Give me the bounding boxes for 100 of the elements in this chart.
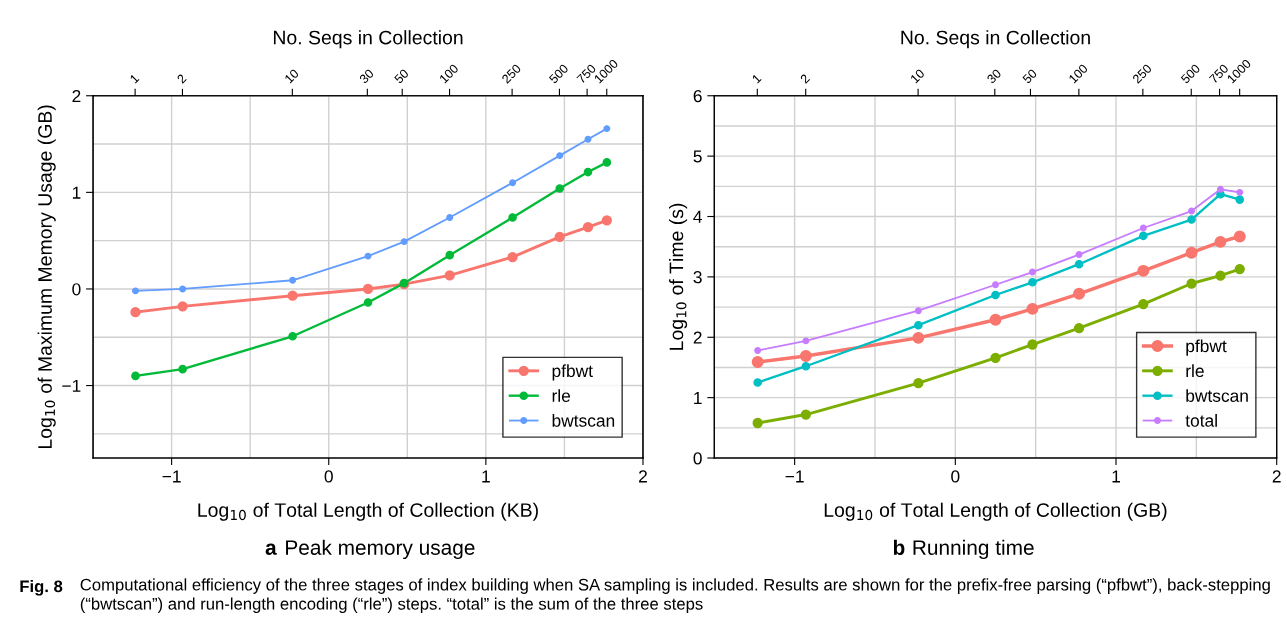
point (800, 409, 812, 420)
x2-tick-label: 30 (358, 68, 375, 84)
legend-label: bwtscan (1186, 389, 1248, 402)
point (508, 213, 517, 222)
point (400, 238, 408, 246)
point (509, 179, 517, 187)
point (1139, 224, 1147, 232)
point (132, 287, 139, 295)
x2-tick-label: 750 (1208, 63, 1229, 84)
y-axis-title: Log$_{10}$ of Time (s) (668, 203, 688, 350)
point (992, 281, 999, 289)
point (582, 221, 594, 233)
text: a (265, 543, 277, 555)
point (289, 276, 297, 284)
point (507, 251, 518, 263)
x2-tick-label: 2 (799, 73, 811, 84)
x-tick-label: 2 (639, 470, 647, 483)
x2-tick-label: 1 (751, 73, 762, 84)
point (1073, 323, 1085, 334)
point (583, 167, 593, 177)
point (754, 347, 762, 355)
point (753, 378, 762, 387)
point (179, 285, 187, 293)
point (802, 337, 810, 345)
x-tick-label: 0 (324, 470, 333, 483)
legend-label: bwtscan (552, 414, 615, 427)
y-tick-label: 4 (693, 210, 702, 223)
point (1215, 270, 1226, 281)
point (446, 214, 454, 221)
point (1235, 195, 1245, 204)
point (603, 125, 611, 133)
x2-tick-label: 10 (909, 68, 926, 84)
y-axis-title: Log$_{10}$ of Maximum Memory Usage (GB) (37, 105, 56, 449)
x2-tick-label: 50 (1022, 68, 1038, 84)
point (602, 158, 612, 167)
point (130, 307, 141, 318)
x-tick-label: −1 (785, 470, 804, 483)
point (914, 320, 923, 330)
point (1214, 235, 1227, 248)
point (1234, 263, 1245, 275)
point (554, 231, 565, 242)
point (363, 298, 373, 307)
x2-tick-label: 1 (129, 73, 140, 84)
point (287, 290, 298, 301)
point (556, 152, 564, 160)
point (1233, 230, 1246, 243)
point (990, 352, 1001, 363)
legend-label: total (1185, 414, 1217, 427)
point (912, 331, 925, 344)
x2-axis-title: No. Seqs in Collection (273, 30, 463, 49)
point (751, 356, 764, 368)
point (1188, 207, 1196, 215)
point (362, 283, 374, 295)
x-tick-label: 1 (482, 470, 490, 483)
x-axis-title: Log$_{10}$ of Total Length of Collection (KB) (198, 502, 538, 521)
text: Computational efficiency of the three stages of index building when SA sampling is included. Results are shown for the prefix-free parsing (“pfbwt”), back-stepping (“bwtscan”) and run-length encoding (“rle”) steps. “total” is the sum of the three steps (80, 578, 1270, 614)
x2-tick-label: 100 (438, 63, 459, 84)
point (1185, 246, 1198, 259)
text: Peak memory usage (286, 539, 475, 560)
x2-tick-label: 500 (1180, 63, 1201, 84)
legend-label: pfbwt (552, 364, 593, 381)
point (601, 215, 612, 226)
y-tick-label: 5 (693, 150, 702, 163)
text: Running time (913, 539, 1034, 560)
point (1137, 264, 1150, 277)
x2-axis-title: No. Seqs in Collection (901, 30, 1090, 49)
x2-tick-label: 250 (1132, 63, 1153, 84)
point (1216, 185, 1224, 193)
x2-tick-label: 30 (986, 68, 1002, 84)
x2-tick-label: 10 (284, 68, 300, 84)
y-tick-label: 2 (72, 89, 81, 103)
y-tick-label: 1 (694, 391, 702, 404)
point (131, 371, 140, 381)
point (1139, 231, 1148, 241)
point (752, 417, 763, 429)
y-tick-label: 6 (693, 89, 702, 103)
y-tick-label: 2 (693, 331, 702, 344)
point (1026, 302, 1039, 315)
point (1027, 339, 1038, 350)
point (1074, 259, 1084, 269)
point (1187, 215, 1196, 224)
point (444, 270, 455, 281)
y-tick-label: −1 (62, 379, 81, 392)
x-tick-label: −1 (162, 470, 181, 483)
point (1186, 278, 1197, 289)
point (288, 331, 297, 341)
point (555, 184, 565, 193)
legend-label: pfbwt (1186, 339, 1227, 356)
x2-tick-label: 100 (1068, 63, 1089, 84)
point (445, 250, 455, 260)
x-tick-label: 2 (1272, 470, 1281, 483)
point (1028, 278, 1037, 287)
x2-tick-label: 250 (501, 63, 522, 84)
x2-tick-label: 500 (548, 63, 569, 84)
point (991, 290, 1000, 300)
text: b (893, 539, 905, 555)
point (1138, 298, 1149, 310)
legend-label: rle (1186, 364, 1204, 378)
y-tick-label: 0 (72, 283, 81, 296)
x-tick-label: 1 (1112, 470, 1120, 483)
